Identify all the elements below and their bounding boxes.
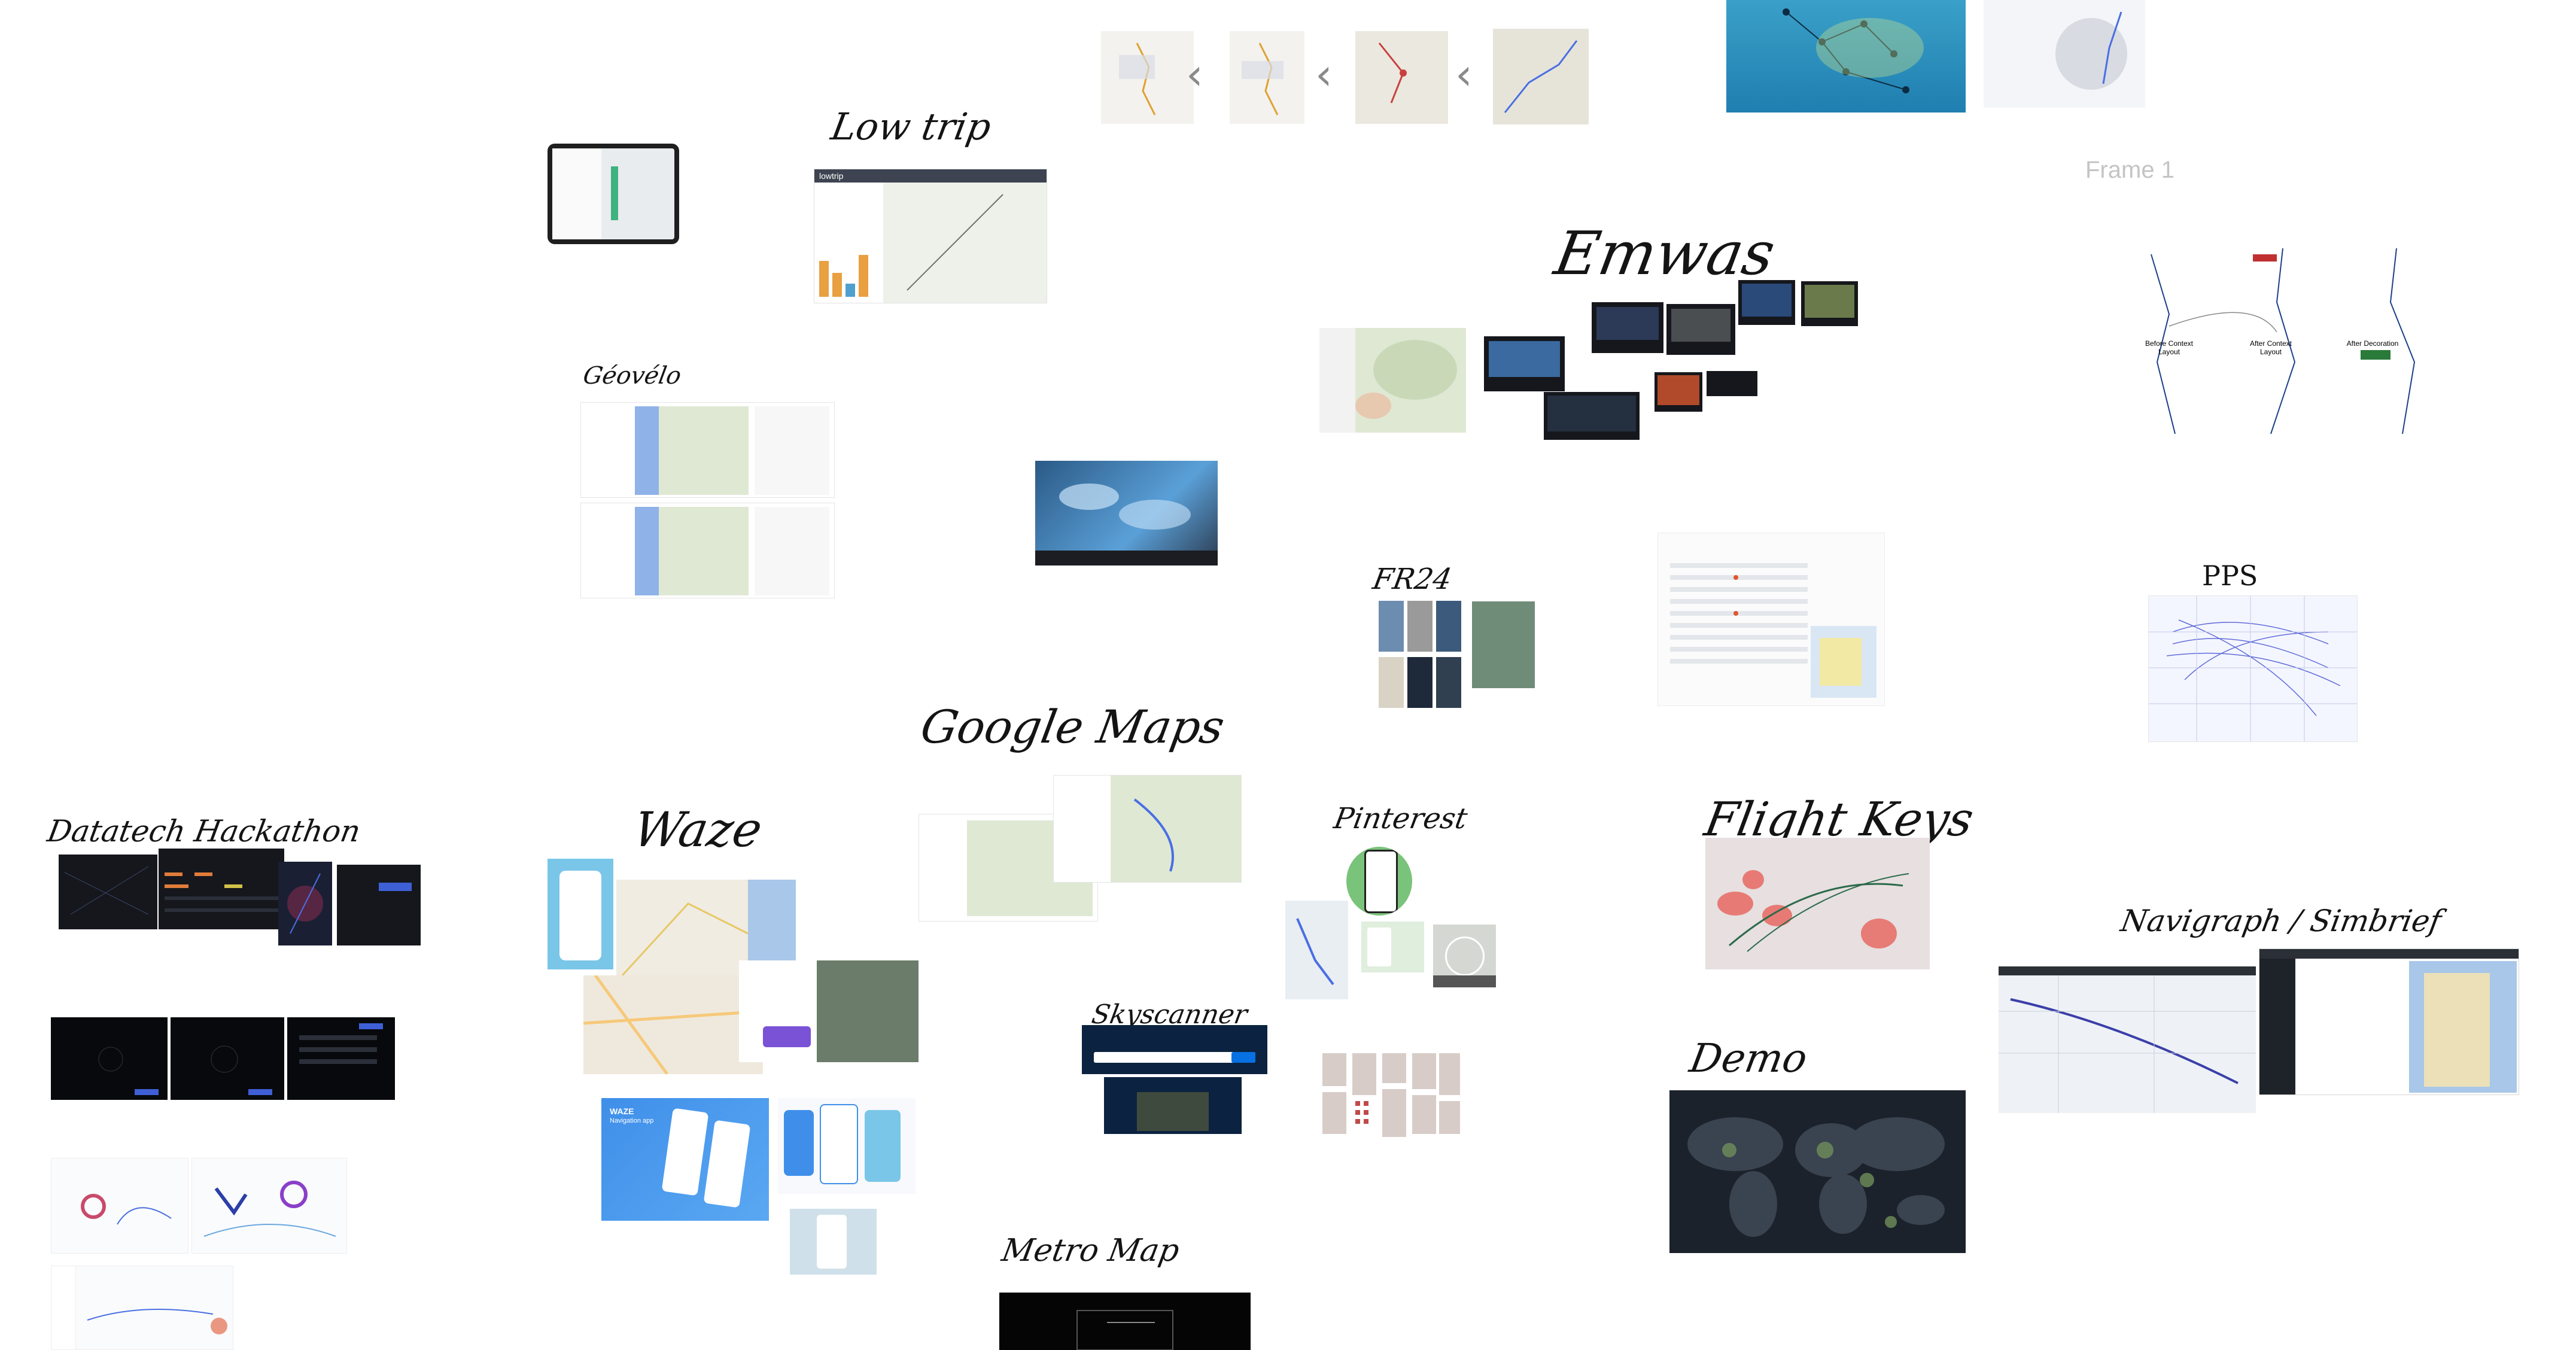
route-thumbnail-1[interactable] xyxy=(1101,31,1194,124)
waze-device-thumbnail[interactable] xyxy=(790,1209,877,1275)
chevron-left-icon[interactable]: ‹ xyxy=(1186,49,1203,99)
emwas-europe-map[interactable] xyxy=(1319,328,1466,433)
flight-keys-map-thumbnail[interactable] xyxy=(1705,838,1930,969)
waze-promo-blue[interactable]: WAZE Navigation app xyxy=(601,1098,769,1221)
route-thumbnail-2[interactable] xyxy=(1230,31,1304,124)
pinterest-pin-1[interactable] xyxy=(1346,847,1412,916)
chevron-left-icon[interactable]: ‹ xyxy=(1315,49,1333,99)
hackathon-screen-4[interactable] xyxy=(337,865,421,945)
waze-street-map[interactable] xyxy=(583,975,763,1074)
pinterest-pin-4[interactable] xyxy=(1433,925,1496,987)
waze-tagline: Navigation app xyxy=(610,1117,654,1124)
label-waze: Waze xyxy=(629,802,767,858)
dashboard-thumbnail-2[interactable] xyxy=(191,1158,347,1254)
hackathon-screen-7[interactable] xyxy=(287,1017,395,1100)
pps-after-layout-label: After Context Layout xyxy=(2249,339,2292,356)
emwas-screen-7[interactable] xyxy=(1655,372,1702,412)
pps-traffic-map[interactable] xyxy=(2148,595,2358,742)
emwas-screen-2[interactable] xyxy=(1592,302,1663,353)
label-demo: Demo xyxy=(1686,1035,1811,1081)
emwas-screen-8[interactable] xyxy=(1707,371,1757,396)
emwas-screen-1[interactable] xyxy=(1484,336,1565,391)
demo-world-map-thumbnail[interactable] xyxy=(1669,1090,1966,1253)
waze-satellite-thumbnail[interactable] xyxy=(739,960,919,1062)
label-metro-map: Metro Map xyxy=(999,1233,1182,1269)
fr24-terrain-card[interactable] xyxy=(1472,601,1535,712)
lowtrip-brand: lowtrip xyxy=(814,169,1047,183)
google-maps-screen-2[interactable] xyxy=(1053,775,1242,883)
hackathon-screen-3[interactable] xyxy=(278,862,332,945)
label-datatech-hackathon: Datatech Hackathon xyxy=(44,814,363,849)
emwas-screen-4[interactable] xyxy=(1738,280,1795,325)
lowtrip-app-thumbnail[interactable]: lowtrip xyxy=(814,169,1047,303)
waze-promo-white[interactable] xyxy=(778,1098,916,1194)
hackathon-screen-5[interactable] xyxy=(51,1017,168,1100)
geovelo-screen-2[interactable] xyxy=(580,503,835,598)
simbrief-panel-thumbnail[interactable] xyxy=(2259,948,2519,1095)
emwas-screen-5[interactable] xyxy=(1801,281,1858,326)
emwas-screen-3[interactable] xyxy=(1666,304,1735,355)
flight-table-thumbnail[interactable] xyxy=(1657,533,1885,706)
frame-label: Frame 1 xyxy=(2085,157,2174,183)
faded-map-thumbnail[interactable] xyxy=(1984,0,2145,108)
weather-3d-map-thumbnail[interactable] xyxy=(1035,461,1218,565)
label-pps: PPS xyxy=(2202,560,2258,592)
dashboard-thumbnail-3[interactable] xyxy=(51,1266,233,1350)
dashboard-thumbnail-1[interactable] xyxy=(51,1158,188,1254)
waze-phone-thumbnail[interactable] xyxy=(548,859,613,969)
label-google-maps: Google Maps xyxy=(917,700,1228,753)
skyscanner-results-thumbnail[interactable] xyxy=(1104,1077,1242,1134)
label-low-trip: Low trip xyxy=(828,105,994,148)
tablet-thumbnail[interactable] xyxy=(548,144,679,244)
pps-before-label: Before Context Layout xyxy=(2145,339,2194,356)
label-navigraph: Navigraph / Simbrief xyxy=(2118,904,2444,938)
label-fr24: FR24 xyxy=(1370,562,1455,596)
pinterest-pin-3[interactable] xyxy=(1361,922,1424,972)
pps-after-decoration-label: After Decoration xyxy=(2346,339,2399,348)
emwas-screen-6[interactable] xyxy=(1544,392,1640,440)
hackathon-screen-6[interactable] xyxy=(171,1017,284,1100)
network-map-thumbnail[interactable] xyxy=(1726,0,1966,113)
fr24-phone-screens[interactable] xyxy=(1376,598,1466,712)
label-pinterest: Pinterest xyxy=(1331,802,1470,835)
hackathon-screen-1[interactable] xyxy=(59,855,157,929)
route-thumbnail-4[interactable] xyxy=(1493,29,1589,124)
waze-brand: WAZE xyxy=(610,1106,634,1116)
pps-route-diagrams[interactable]: Before Context Layout After Context Layo… xyxy=(2133,242,2474,449)
pinterest-pin-2[interactable] xyxy=(1285,901,1348,999)
skyscanner-search-thumbnail[interactable] xyxy=(1082,1025,1267,1074)
navigraph-map-thumbnail[interactable] xyxy=(1999,966,2256,1113)
pinterest-grid[interactable] xyxy=(1319,1050,1463,1140)
chevron-left-icon[interactable]: ‹ xyxy=(1455,49,1473,99)
hackathon-screen-2[interactable] xyxy=(159,849,284,929)
route-thumbnail-3[interactable] xyxy=(1355,31,1448,124)
metro-map-thumbnail[interactable] xyxy=(999,1293,1251,1350)
label-geovelo: Géovélo xyxy=(580,362,683,390)
label-emwas: Emwas xyxy=(1549,218,1780,288)
geovelo-screen-1[interactable] xyxy=(580,402,835,498)
